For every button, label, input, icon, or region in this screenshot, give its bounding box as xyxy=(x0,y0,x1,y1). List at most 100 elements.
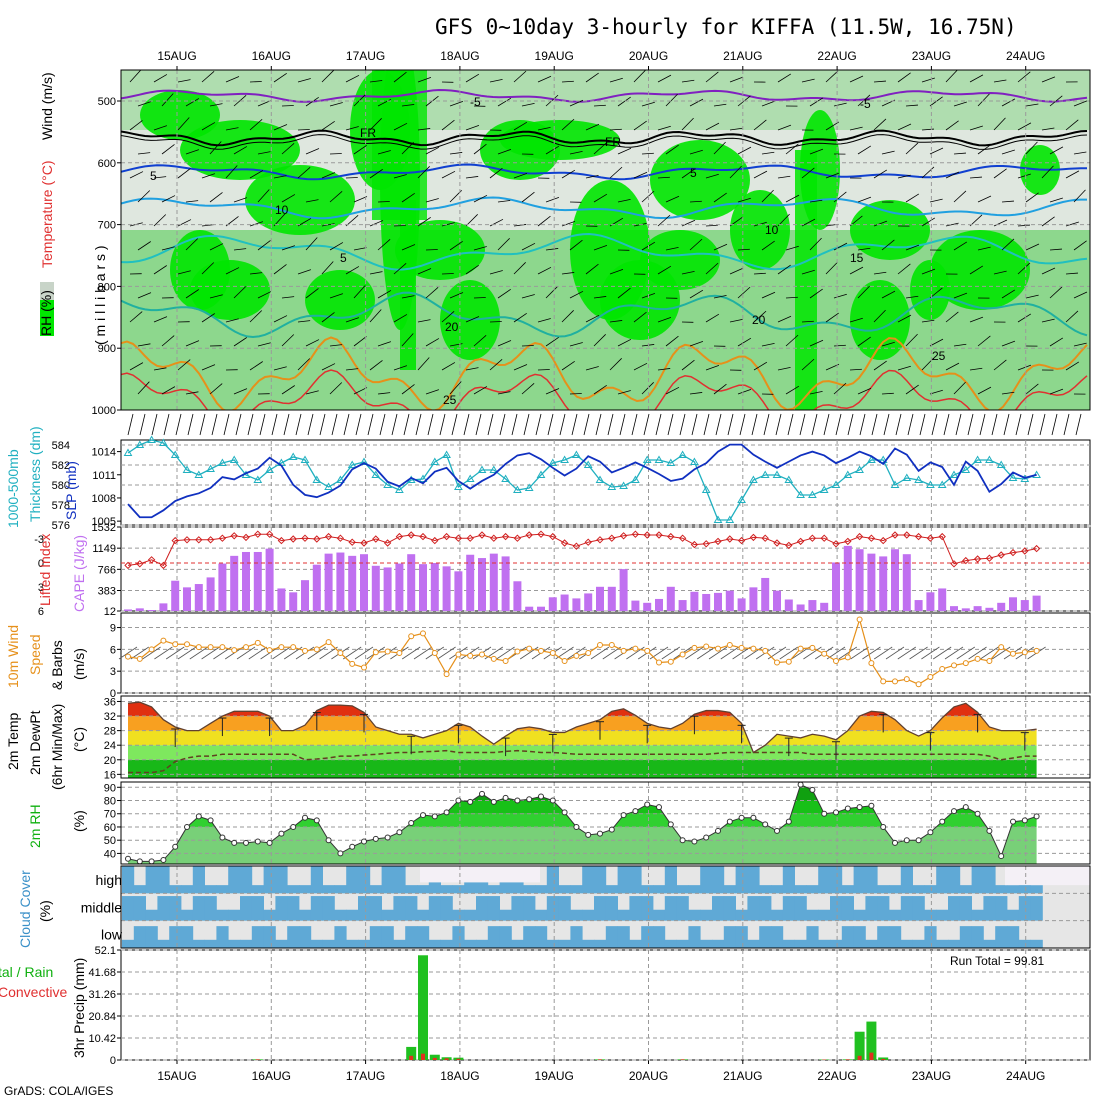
wind-barb xyxy=(713,192,727,203)
thickness-marker xyxy=(902,473,912,481)
wind-barb xyxy=(249,119,263,131)
wind-barb xyxy=(569,99,584,107)
wind-barb xyxy=(657,265,672,275)
li-marker xyxy=(147,556,156,564)
cloud-cell xyxy=(582,909,595,921)
rh-marker xyxy=(1033,813,1040,820)
cloud-cell xyxy=(948,866,961,894)
wind-barb xyxy=(281,194,296,203)
wind-barb xyxy=(377,290,392,299)
cloud-cell xyxy=(889,909,902,921)
wind-barb xyxy=(857,387,872,395)
rh-marker xyxy=(396,829,403,836)
cloud-cell xyxy=(169,896,182,921)
upper-air-panel: -5 -5 FR FR 5 5 10 10 15 5 20 20 25 25 500 600 700 800 90… xyxy=(38,69,1091,436)
wind-barb xyxy=(593,244,608,251)
surface-barb xyxy=(643,413,650,436)
surface-barb xyxy=(283,413,290,436)
cloud-cell xyxy=(558,939,571,948)
cloud-cell xyxy=(133,926,146,948)
wind-barb xyxy=(233,388,248,395)
wind-barb xyxy=(921,128,934,131)
cape-bar xyxy=(336,552,345,611)
surface-barb xyxy=(955,413,962,436)
wind-barb xyxy=(209,192,223,203)
wind-barb xyxy=(561,360,575,371)
surface-barb xyxy=(715,413,722,436)
wind-barb xyxy=(1065,310,1079,323)
wind-barb xyxy=(953,101,967,107)
wind-barb xyxy=(249,361,263,371)
wind-barb xyxy=(129,362,144,371)
thickness-marker xyxy=(973,455,982,463)
top-date-label: 20AUG xyxy=(629,49,668,63)
wind-barb xyxy=(609,166,623,179)
wind-barb xyxy=(473,386,488,395)
wind-barb xyxy=(825,121,840,131)
cloud-cell xyxy=(405,926,418,948)
thickness-marker xyxy=(536,470,546,478)
li-marker xyxy=(159,561,168,570)
wind-barb xyxy=(1049,388,1064,395)
wind-barb xyxy=(665,195,680,203)
wind-barb xyxy=(897,263,911,275)
wind-barb-10m xyxy=(177,646,197,660)
wind-barb xyxy=(425,389,440,395)
wind-barb xyxy=(129,311,143,323)
wind-barb xyxy=(329,293,344,299)
rh-blob xyxy=(650,140,750,220)
rh-marker xyxy=(1021,817,1028,824)
wind-barb xyxy=(377,392,391,395)
cloud-cell xyxy=(700,866,713,894)
surface-barb xyxy=(571,413,578,436)
cloud-cell xyxy=(381,909,394,921)
wind-barb xyxy=(233,337,247,347)
cape-bar xyxy=(867,553,876,611)
surface-barb xyxy=(691,413,698,436)
wind-barb xyxy=(281,385,295,395)
wind-barb xyxy=(761,240,775,251)
wind-barb xyxy=(761,291,776,299)
rh-marker xyxy=(526,796,533,803)
wind-barb xyxy=(849,368,862,371)
wind-barb xyxy=(681,117,694,131)
wind-barb xyxy=(785,245,799,251)
wind-barb xyxy=(1001,289,1016,299)
cloud-cell xyxy=(369,885,382,894)
thickness-marker xyxy=(583,460,593,468)
surface-barb xyxy=(631,413,638,436)
rh-marker xyxy=(549,797,556,804)
wind-barb xyxy=(881,150,895,155)
wind-frame xyxy=(120,612,1091,694)
cloud-cell xyxy=(971,926,984,948)
cloud-cell xyxy=(877,896,890,921)
cloud-cell xyxy=(936,909,949,921)
rain-bar xyxy=(429,1054,440,1060)
rh-marker xyxy=(278,830,285,837)
cape-bar xyxy=(230,555,239,611)
surface-barb xyxy=(763,413,770,436)
cloud-cell xyxy=(959,885,972,894)
rh-marker xyxy=(844,805,851,812)
rh-blob xyxy=(305,270,375,330)
rh-marker xyxy=(892,839,898,846)
thickness-label-1: 1000-500mb xyxy=(5,449,21,528)
contour-label: FR xyxy=(360,126,376,140)
wind-barb xyxy=(153,265,167,275)
rain-bar xyxy=(866,1021,877,1060)
wind-barb xyxy=(465,264,479,275)
wind-barb xyxy=(1025,192,1039,203)
li-marker xyxy=(749,533,758,542)
temp-label: 2m Temp xyxy=(5,712,21,770)
wind-barb xyxy=(657,176,670,179)
bottom-date-label: 21AUG xyxy=(723,1069,762,1083)
wind-barb xyxy=(137,190,151,203)
rain-bar xyxy=(854,1031,865,1060)
wind-barb xyxy=(953,152,966,155)
wind-barb xyxy=(257,291,272,299)
cloud-cell xyxy=(240,896,253,921)
li-marker xyxy=(808,534,817,542)
wind-barb xyxy=(1017,71,1031,83)
cape-bar xyxy=(171,580,180,611)
thickness-marker xyxy=(465,474,475,482)
